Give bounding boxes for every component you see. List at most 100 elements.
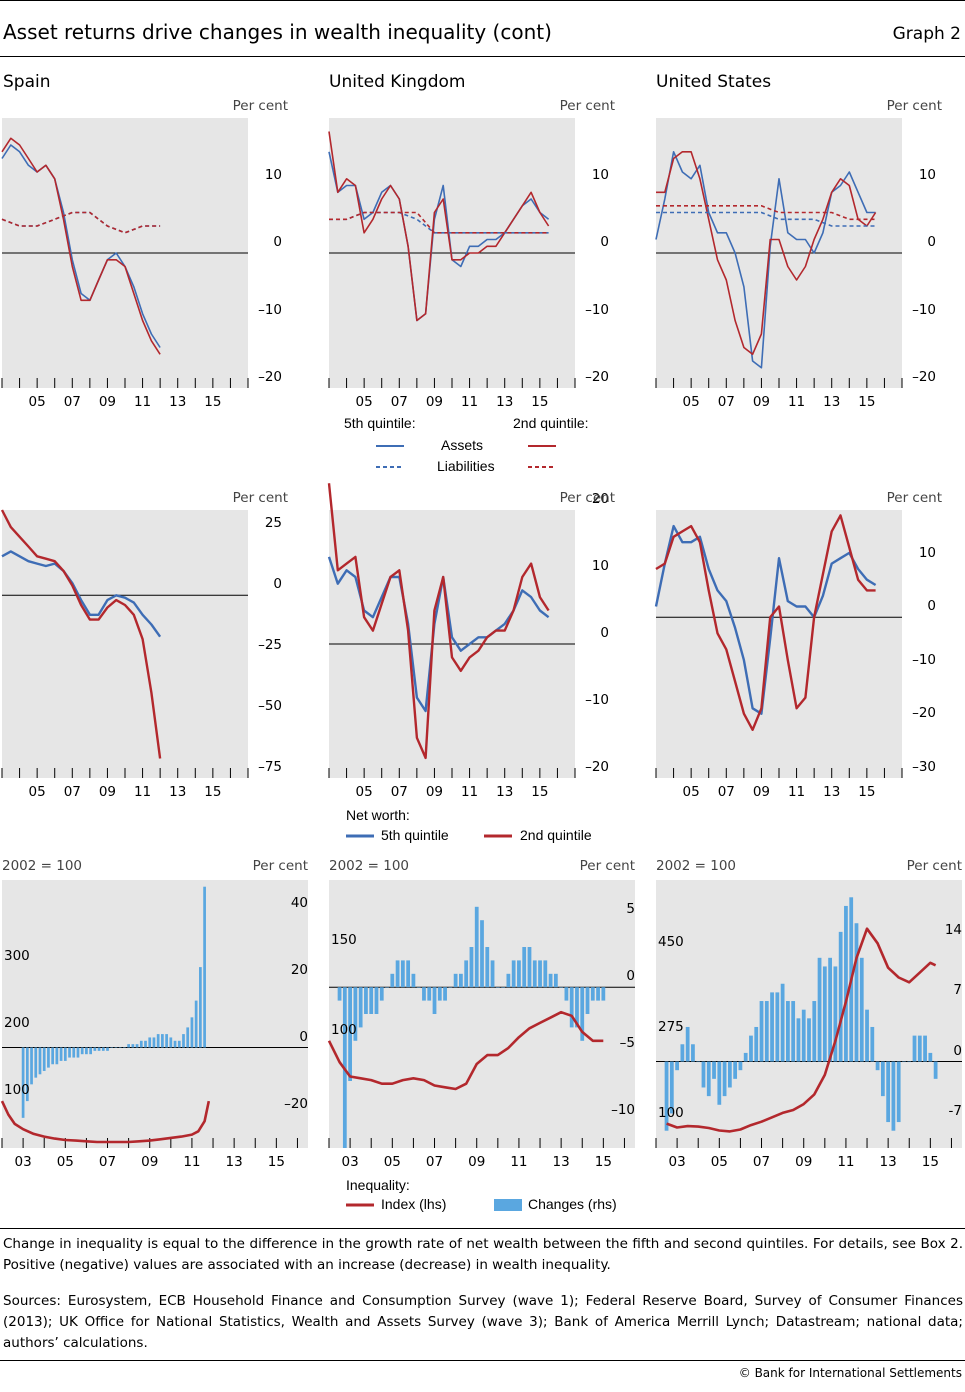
chart-svg [327, 483, 576, 778]
legend3-swatches [346, 1199, 522, 1211]
change-bar [72, 1047, 76, 1058]
x-tick-label: 05 [682, 784, 700, 800]
change-bar [42, 1047, 46, 1071]
change-bar [891, 1061, 896, 1131]
change-bar [870, 1026, 875, 1062]
unit-label: Per cent [559, 490, 615, 506]
y-tick-label: 10 [918, 166, 936, 183]
chart-svg [327, 906, 635, 1148]
legend2-swatches [346, 834, 512, 838]
x-tick-label: 13 [169, 394, 187, 410]
x-tick-label: 15 [594, 1154, 612, 1170]
change-bar [680, 1044, 685, 1062]
y-tick-label: 10 [591, 558, 609, 574]
y-tick-label: –20 [912, 369, 936, 385]
x-tick-label: 09 [425, 784, 444, 800]
x-tick-label: 11 [133, 784, 152, 800]
change-bar [59, 1047, 63, 1061]
change-bar [400, 960, 405, 988]
index-line [0, 1100, 211, 1144]
change-bar [186, 1027, 190, 1048]
legend-networth-fifth-label: 5th quintile [381, 827, 449, 843]
change-bar [390, 973, 395, 988]
change-bar [511, 960, 516, 988]
y-tick-label: 20 [290, 961, 308, 978]
change-bar [880, 1061, 885, 1097]
x-tick-label: 07 [425, 1154, 444, 1170]
change-bar [25, 1047, 29, 1102]
change-bar [427, 987, 432, 1001]
change-bar [76, 1047, 80, 1058]
change-bar [358, 987, 363, 1028]
y-tick-label: 0 [600, 625, 609, 641]
x-tick-label: 11 [787, 394, 806, 410]
y-tick-label: –5 [619, 1035, 635, 1052]
change-bar [30, 1047, 33, 1085]
second-quintile-line [328, 131, 550, 322]
change-bar [364, 987, 368, 1014]
legend-fifth-quintile-heading: 5th quintile: [344, 415, 416, 431]
y-tick-label: –10 [585, 692, 609, 708]
x-tick-label: 03 [341, 1154, 359, 1170]
change-bar [490, 960, 495, 988]
x-tick-label: 15 [267, 1154, 285, 1170]
x-tick-label: 09 [141, 1154, 159, 1170]
y-tick-label: 10 [264, 166, 282, 183]
change-bar [337, 987, 342, 1001]
plot-area [655, 880, 962, 1148]
y-tick-label: –20 [258, 369, 282, 385]
x-tick-label: 11 [460, 394, 479, 410]
change-bar [733, 1061, 738, 1079]
change-bar [156, 1034, 160, 1048]
x-tick-label: 13 [225, 1154, 243, 1170]
change-bar [596, 987, 600, 1001]
legend-inequality-heading: Inequality: [346, 1177, 410, 1193]
x-tick-label: 11 [133, 394, 152, 410]
plot-area [1, 118, 249, 388]
change-bar [801, 1009, 806, 1062]
change-bar [464, 960, 469, 988]
change-bar [933, 1061, 938, 1079]
second-quintile-liabilities-line [656, 205, 876, 221]
lhs-tick-label: 100 [331, 1021, 357, 1038]
index-line [666, 927, 937, 1133]
change-bar [532, 960, 537, 988]
change-bar [912, 1035, 917, 1062]
top-rule [0, 0, 965, 1]
change-bar [93, 1047, 97, 1051]
x-tick-label: 11 [510, 1154, 528, 1170]
legend-index-label: Index (lhs) [381, 1196, 447, 1212]
change-bar [101, 1047, 105, 1051]
legend-networth-heading: Net worth: [346, 807, 410, 823]
footnote: Change in inequality is equal to the dif… [3, 1236, 963, 1273]
change-bar [601, 987, 606, 1001]
change-bar [395, 960, 400, 988]
change-bar [685, 1026, 690, 1062]
change-bar [448, 987, 453, 988]
change-bar [907, 1061, 912, 1063]
change-bar [517, 960, 521, 988]
change-bar [807, 1018, 811, 1062]
legend1-swatches [376, 445, 556, 468]
change-bar [144, 1040, 147, 1048]
change-bar [580, 987, 585, 1041]
second-quintile-line [656, 150, 877, 356]
change-bar [896, 1061, 901, 1123]
change-bar [749, 1035, 753, 1062]
y-tick-label: 0 [273, 234, 282, 250]
x-tick-label: 09 [752, 394, 771, 410]
change-bar [759, 1001, 764, 1062]
change-bar [722, 1061, 727, 1097]
y-tick-label: 0 [953, 1042, 962, 1059]
y-tick-label: 0 [927, 598, 936, 615]
lhs-tick-label: 300 [4, 948, 30, 965]
x-tick-label: 09 [468, 1154, 486, 1170]
change-bar [501, 987, 505, 988]
column-title-uk: United Kingdom [329, 72, 466, 92]
change-bar [348, 987, 352, 1081]
y-tick-label: –10 [912, 301, 936, 318]
column-title-us: United States [656, 72, 772, 92]
change-bar [717, 1061, 722, 1105]
change-bar [859, 957, 864, 1062]
change-bar [527, 947, 532, 988]
